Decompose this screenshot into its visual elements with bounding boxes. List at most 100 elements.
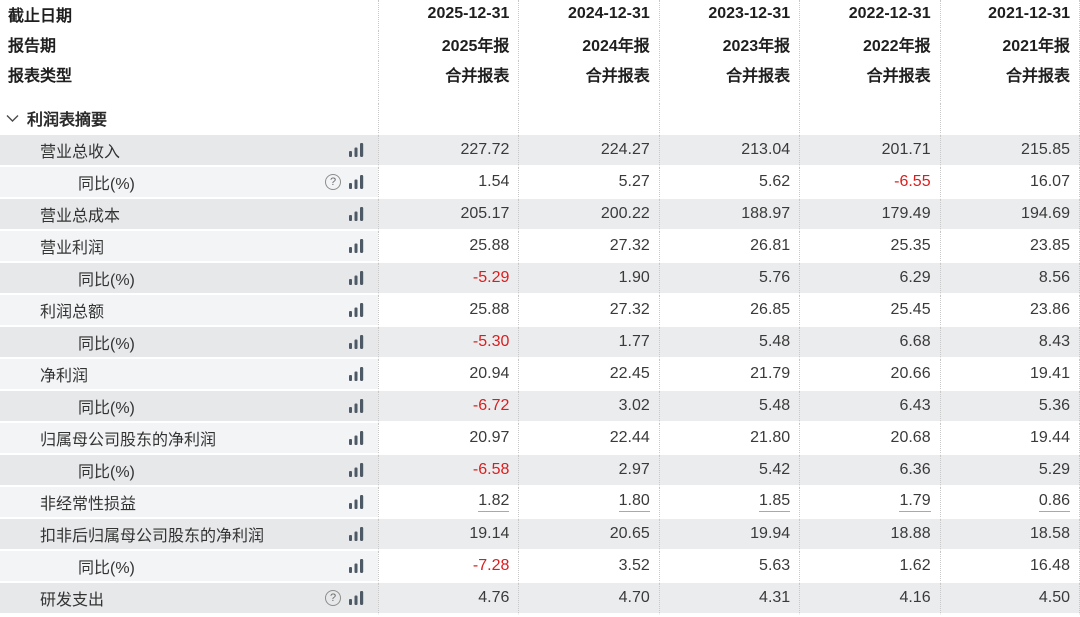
value-cell: 25.88 — [378, 231, 519, 263]
value-cell: 19.41 — [939, 359, 1080, 391]
header-column-value: 合并报表 — [799, 60, 940, 90]
value-cell: 21.79 — [658, 359, 800, 391]
chart-icon[interactable] — [348, 303, 365, 317]
chart-icon[interactable] — [348, 559, 365, 573]
chart-icon[interactable] — [348, 431, 365, 445]
value-cell: 26.81 — [658, 231, 800, 263]
row-icons — [348, 495, 378, 509]
value-cell: 22.45 — [518, 359, 659, 391]
value-cell: 3.52 — [518, 551, 659, 583]
value-cell: 1.79 — [799, 487, 940, 519]
value-cell: 25.45 — [799, 295, 940, 327]
row-value[interactable]: 1.80 — [618, 492, 650, 512]
value-cell: -6.55 — [799, 167, 940, 199]
value-cell: 23.86 — [939, 295, 1080, 327]
section-empty-cell — [378, 103, 519, 135]
section-row[interactable]: 利润表摘要 — [0, 103, 378, 135]
section-title[interactable]: 利润表摘要 — [27, 112, 108, 129]
row-icons — [348, 335, 378, 349]
value-cell: 6.36 — [799, 455, 940, 487]
row-label: 营业利润 — [40, 240, 105, 257]
value-cell: 6.43 — [799, 391, 940, 423]
help-icon[interactable]: ? — [325, 174, 341, 190]
chart-icon[interactable] — [348, 271, 365, 285]
chart-icon[interactable] — [348, 175, 365, 189]
value-cell: 2.97 — [518, 455, 659, 487]
help-icon[interactable]: ? — [325, 590, 341, 606]
row-label: 归属母公司股东的净利润 — [40, 432, 217, 449]
row-label: 营业总收入 — [40, 144, 121, 161]
header-column-value: 合并报表 — [658, 60, 800, 90]
value-cell: 194.69 — [939, 199, 1080, 231]
section-empty-cell — [799, 103, 940, 135]
value-cell: 200.22 — [518, 199, 659, 231]
table-row-label-cell: 同比(%) — [0, 327, 378, 359]
value-cell: 26.85 — [658, 295, 800, 327]
value-cell: 4.70 — [518, 583, 659, 615]
value-cell: 4.50 — [939, 583, 1080, 615]
chart-icon[interactable] — [348, 207, 365, 221]
value-cell: 1.77 — [518, 327, 659, 359]
value-cell: 215.85 — [939, 135, 1080, 167]
value-cell: 4.16 — [799, 583, 940, 615]
header-column-value: 2021-12-31 — [939, 0, 1080, 30]
value-cell: 20.94 — [378, 359, 519, 391]
header-column-value: 2025-12-31 — [378, 0, 519, 30]
row-icons: ? — [325, 174, 378, 190]
value-cell: 20.68 — [799, 423, 940, 455]
value-cell: 8.56 — [939, 263, 1080, 295]
row-label: 同比(%) — [78, 272, 135, 289]
value-cell: 4.31 — [658, 583, 800, 615]
value-cell: 224.27 — [518, 135, 659, 167]
row-icons — [348, 527, 378, 541]
value-cell: 23.85 — [939, 231, 1080, 263]
table-row-label-cell: 同比(%) — [0, 551, 378, 583]
value-cell: -6.58 — [378, 455, 519, 487]
value-cell: 18.58 — [939, 519, 1080, 551]
chart-icon[interactable] — [348, 143, 365, 157]
value-cell: 27.32 — [518, 295, 659, 327]
header-column-value: 合并报表 — [939, 60, 1080, 90]
value-cell: 5.36 — [939, 391, 1080, 423]
row-icons — [348, 463, 378, 477]
row-value[interactable]: 1.79 — [899, 492, 931, 512]
header-column-value: 2023-12-31 — [658, 0, 800, 30]
value-cell: 16.48 — [939, 551, 1080, 583]
chart-icon[interactable] — [348, 335, 365, 349]
value-cell: 19.14 — [378, 519, 519, 551]
table-row-label-cell: 研发支出? — [0, 583, 378, 615]
value-cell: 19.94 — [658, 519, 800, 551]
value-cell: 16.07 — [939, 167, 1080, 199]
value-cell: 3.02 — [518, 391, 659, 423]
value-cell: 19.44 — [939, 423, 1080, 455]
section-empty-cell — [518, 103, 659, 135]
value-cell: -6.72 — [378, 391, 519, 423]
chart-icon[interactable] — [348, 495, 365, 509]
chart-icon[interactable] — [348, 399, 365, 413]
value-cell: 188.97 — [658, 199, 800, 231]
value-cell: 18.88 — [799, 519, 940, 551]
section-empty-cell — [658, 103, 800, 135]
value-cell: 21.80 — [658, 423, 800, 455]
row-value[interactable]: 0.86 — [1038, 492, 1070, 512]
table-row-label-cell: 同比(%)? — [0, 167, 378, 199]
row-label: 同比(%) — [78, 464, 135, 481]
collapse-icon[interactable] — [6, 114, 19, 123]
row-icons — [348, 143, 378, 157]
chart-icon[interactable] — [348, 591, 365, 605]
row-icons — [348, 399, 378, 413]
chart-icon[interactable] — [348, 367, 365, 381]
row-value[interactable]: 1.85 — [759, 492, 791, 512]
spacer-cell — [518, 90, 659, 103]
spacer-cell — [939, 90, 1080, 103]
chart-icon[interactable] — [348, 527, 365, 541]
spacer-cell — [0, 90, 378, 103]
row-label: 非经常性损益 — [40, 496, 137, 513]
table-row-label-cell: 营业总收入 — [0, 135, 378, 167]
chart-icon[interactable] — [348, 239, 365, 253]
chart-icon[interactable] — [348, 463, 365, 477]
row-value[interactable]: 1.82 — [478, 492, 510, 512]
row-label: 研发支出 — [40, 592, 105, 609]
value-cell: -5.30 — [378, 327, 519, 359]
